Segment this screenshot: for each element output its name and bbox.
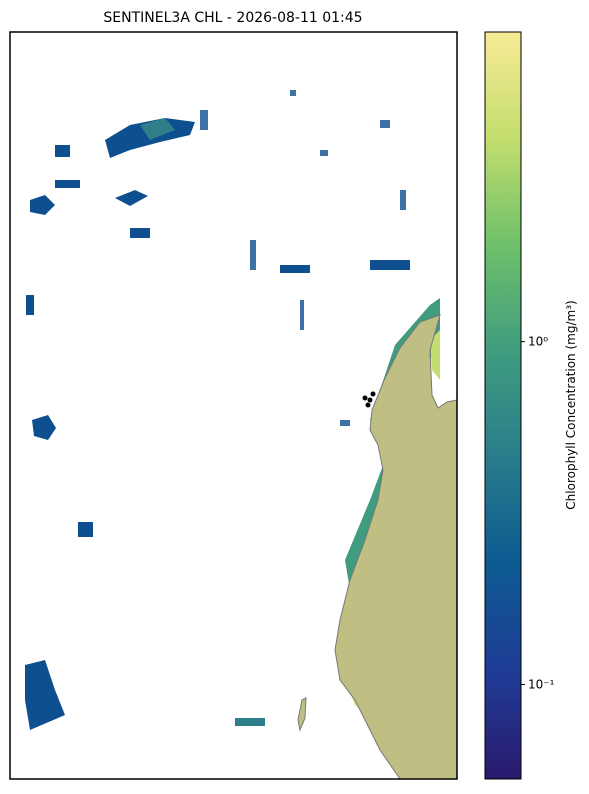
map-area	[10, 32, 457, 779]
colorbar	[484, 31, 522, 780]
colorbar-label: Chlorophyll Concentration (mg/m³)	[564, 300, 578, 509]
map-frame	[9, 31, 458, 780]
map-title: SENTINEL3A CHL - 2026-08-11 01:45	[103, 10, 362, 26]
colorbar-tick-label: 10⁻¹	[528, 677, 555, 691]
colorbar-tick-label: 10⁰	[528, 335, 548, 349]
